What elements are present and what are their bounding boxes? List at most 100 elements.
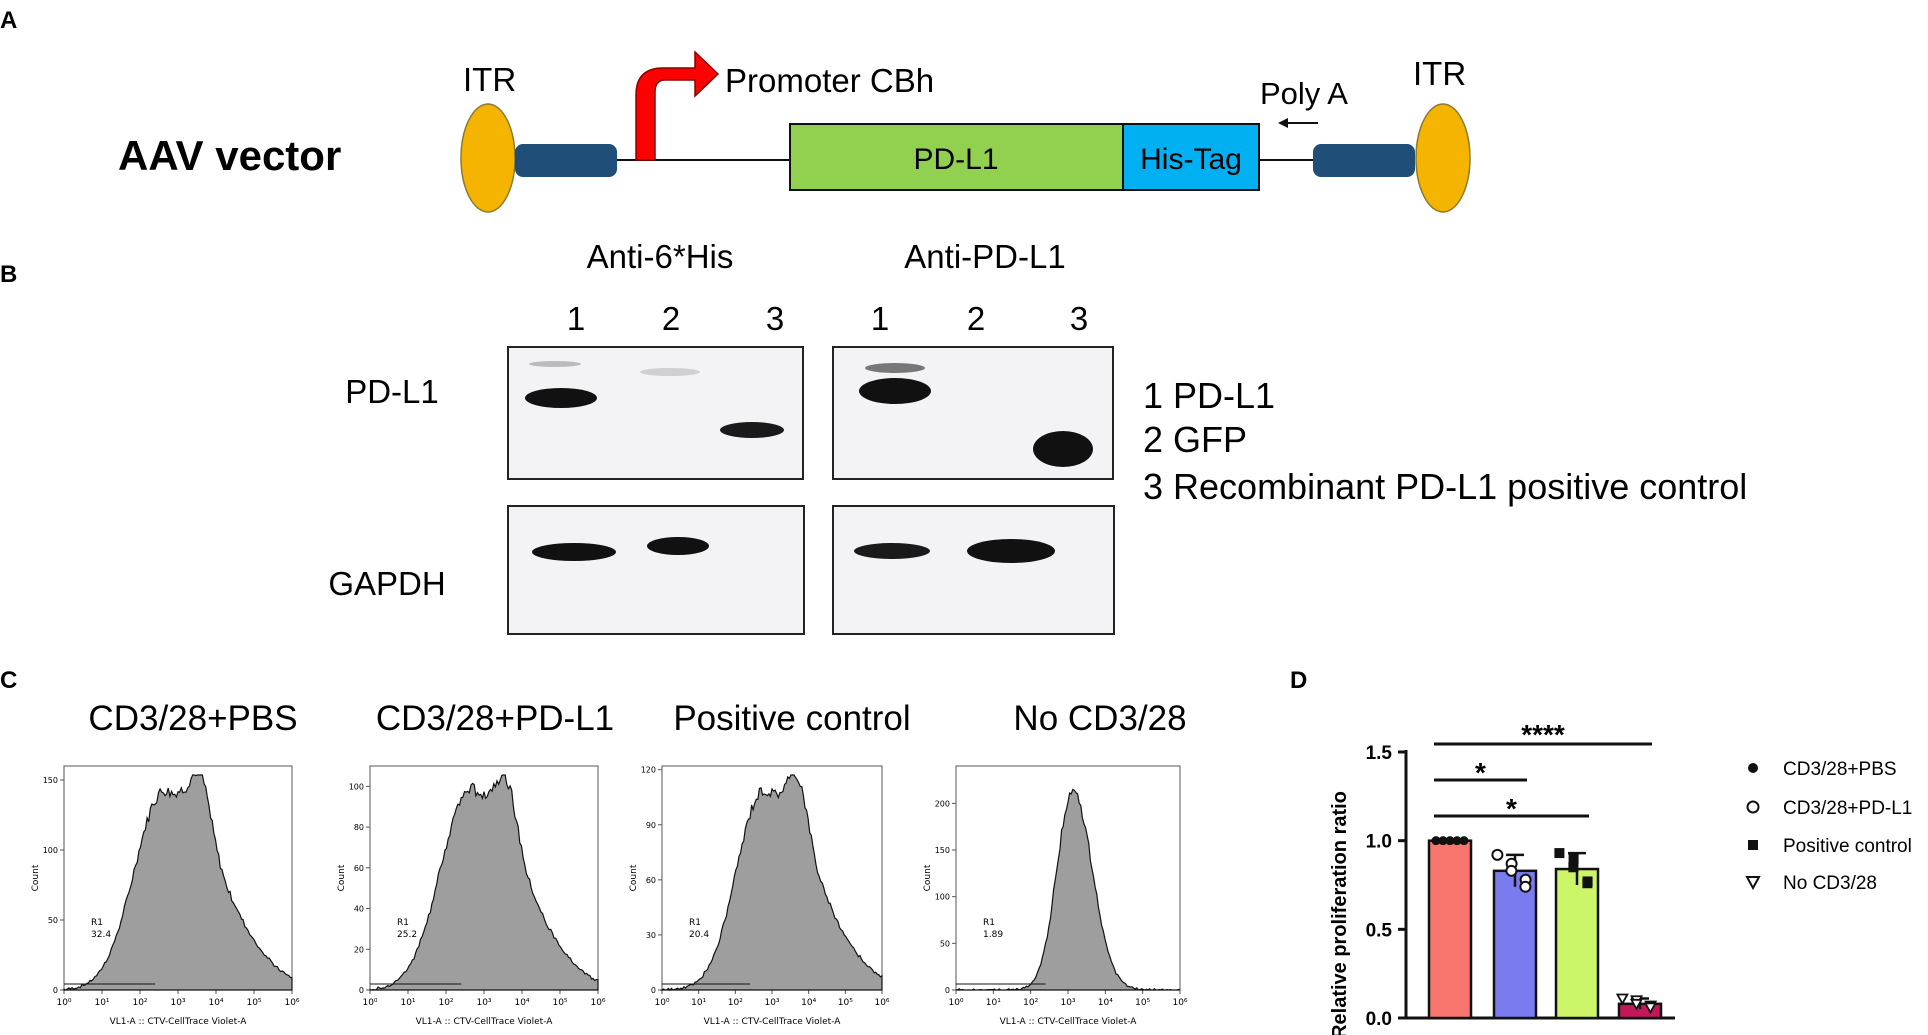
itr-left-oval — [460, 103, 516, 213]
histogram-area — [369, 774, 599, 991]
vector-block-left — [515, 144, 617, 177]
band — [854, 543, 930, 559]
band — [647, 537, 709, 555]
y-tick-label: 80 — [354, 823, 364, 832]
histogram-area — [63, 774, 293, 991]
lane-label: 3 — [766, 300, 784, 337]
histogram: CD3/28+PD-L1 0 20 40 60 80 100 Count 10⁰ 10¹ 10² 10… — [337, 699, 614, 1027]
x-axis-label: VL1-A :: CTV-CellTrace Violet-A — [110, 1017, 248, 1027]
histogram-title: CD3/28+PD-L1 — [376, 699, 614, 738]
significance-label: * — [1475, 757, 1486, 788]
x-tick-label: 10² — [438, 998, 453, 1008]
y-tick-label: 90 — [646, 821, 656, 830]
panel-a: A AAV vector ITR Promoter CBh PD-L1 His-… — [0, 7, 1471, 213]
x-tick-label: 10² — [1023, 998, 1038, 1008]
vector-block-right — [1313, 144, 1415, 177]
y-tick-label: 100 — [349, 782, 364, 791]
lane-label: 2 — [967, 300, 985, 337]
bar-chart: 0.0 0.5 1.0 1.5 Relative proliferation ratio… — [1329, 719, 1912, 1035]
promoter-arrow-icon — [635, 50, 720, 161]
x-tick-label: 10⁶ — [874, 998, 889, 1008]
panel-b-letter: B — [0, 261, 17, 288]
y-tick-label: 1.0 — [1366, 832, 1392, 853]
band — [532, 543, 616, 561]
y-tick-label: 150 — [43, 776, 58, 785]
y-axis-label: Count — [923, 864, 933, 891]
histogram-title: Positive control — [673, 699, 910, 738]
y-axis-label: Count — [337, 864, 347, 891]
y-tick-label: 30 — [646, 931, 656, 940]
y-tick-label: 0 — [53, 986, 58, 995]
y-tick-label: 0.0 — [1366, 1009, 1392, 1030]
panel-d-letter: D — [1290, 667, 1307, 694]
x-tick-label: 10¹ — [94, 998, 109, 1008]
lane-label: 1 — [871, 300, 889, 337]
y-tick-label: 60 — [354, 864, 364, 873]
aav-vector-title: AAV vector — [118, 132, 341, 179]
data-point — [1445, 836, 1455, 846]
x-tick-label: 10⁴ — [1098, 998, 1113, 1008]
legend-marker — [1745, 876, 1761, 891]
blot-legend-item: 3 Recombinant PD-L1 positive control — [1143, 466, 1747, 507]
x-tick-label: 10⁵ — [1135, 998, 1150, 1008]
histogram: CD3/28+PBS 0 50 100 150 Count 10⁰ 10¹ 10² 10³ 10⁴ 1… — [31, 699, 300, 1027]
row-label-gapdh: GAPDH — [328, 565, 445, 602]
data-point — [1438, 836, 1448, 846]
lane-label: 1 — [567, 300, 585, 337]
itr-right-label: ITR — [1413, 55, 1466, 92]
gate-label: R1 — [689, 918, 701, 928]
panel-b: B Anti-6*His Anti-PD-L1 1 2 3 1 2 3 PD-L… — [0, 238, 1747, 635]
legend-label: CD3/28+PBS — [1783, 759, 1897, 780]
x-tick-label: 10⁴ — [514, 998, 529, 1008]
y-tick-label: 0 — [945, 986, 950, 995]
y-tick-label: 0 — [651, 986, 656, 995]
legend-marker — [1748, 840, 1758, 850]
itr-right-oval — [1415, 103, 1471, 213]
x-tick-label: 10² — [132, 998, 147, 1008]
data-point — [1582, 878, 1593, 889]
blot-left-title: Anti-6*His — [587, 238, 734, 275]
y-tick-label: 0 — [359, 986, 364, 995]
x-axis-label: VL1-A :: CTV-CellTrace Violet-A — [1000, 1017, 1138, 1027]
data-point — [1505, 864, 1518, 877]
y-tick-label: 60 — [646, 876, 656, 885]
x-tick-label: 10⁰ — [362, 998, 377, 1008]
band — [865, 363, 925, 373]
pd-l1-gene-box — [789, 123, 1124, 191]
panel-a-letter: A — [0, 7, 17, 34]
x-tick-label: 10³ — [476, 998, 491, 1008]
bar — [1554, 867, 1600, 1020]
y-tick-label: 50 — [48, 916, 58, 925]
promoter-label: Promoter CBh — [725, 62, 934, 99]
x-tick-label: 10⁶ — [284, 998, 299, 1008]
data-point — [1568, 862, 1579, 873]
x-tick-label: 10¹ — [986, 998, 1001, 1008]
significance-label: **** — [1521, 719, 1565, 750]
x-tick-label: 10⁴ — [801, 998, 816, 1008]
legend-label: CD3/28+PD-L1 — [1783, 798, 1912, 819]
x-tick-label: 10³ — [170, 998, 185, 1008]
data-point — [1554, 848, 1565, 859]
data-point — [1629, 998, 1643, 1011]
legend-marker — [1746, 800, 1760, 814]
x-tick-label: 10³ — [764, 998, 779, 1008]
histogram-title: No CD3/28 — [1013, 699, 1186, 738]
band — [967, 539, 1055, 563]
panel-c-letter: C — [0, 667, 17, 694]
gate-label: R1 — [397, 918, 409, 928]
y-tick-label: 1.5 — [1366, 743, 1393, 764]
y-tick-label: 120 — [641, 766, 656, 775]
band — [525, 388, 597, 408]
x-tick-label: 10³ — [1060, 998, 1075, 1008]
poly-a-arrowhead-icon — [1278, 118, 1288, 128]
data-point — [1491, 848, 1504, 861]
histogram-area — [955, 788, 1181, 991]
histogram: Positive control 0 30 60 90 120 Count 10⁰ 10¹ 10²… — [629, 699, 911, 1027]
bar — [1492, 869, 1538, 1020]
x-tick-label: 10⁵ — [552, 998, 567, 1008]
x-tick-label: 10¹ — [691, 998, 706, 1008]
data-point — [1643, 1002, 1657, 1015]
